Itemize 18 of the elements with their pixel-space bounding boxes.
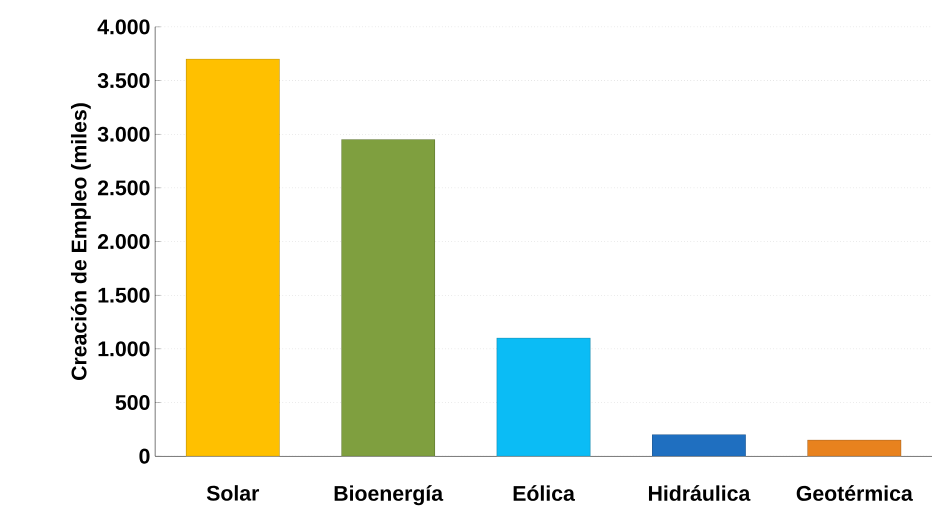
x-tick-label: Hidráulica [648,485,750,501]
y-tick-label: 1.500 [98,288,150,303]
x-tick-label: Solar [206,485,260,501]
y-tick-label: 3.500 [98,73,150,88]
y-tick-label: 4.000 [98,19,150,34]
y-tick-label: 1.000 [98,341,150,356]
bar [186,58,280,456]
y-tick-label: 2.500 [98,180,150,196]
x-tick-label: Eólica [514,485,575,501]
x-tick-label: Geotérmica [796,485,913,501]
y-tick-label: 0 [139,448,150,464]
bar [496,338,590,456]
x-tick-label: Bioenergía [334,485,444,506]
y-tick-label: 3.000 [98,126,150,142]
y-tick-label: 500 [116,395,150,410]
bar [341,139,436,456]
y-axis-title: Creación de Empleo (miles) [70,103,91,380]
y-tick-label: 2.000 [98,234,150,250]
